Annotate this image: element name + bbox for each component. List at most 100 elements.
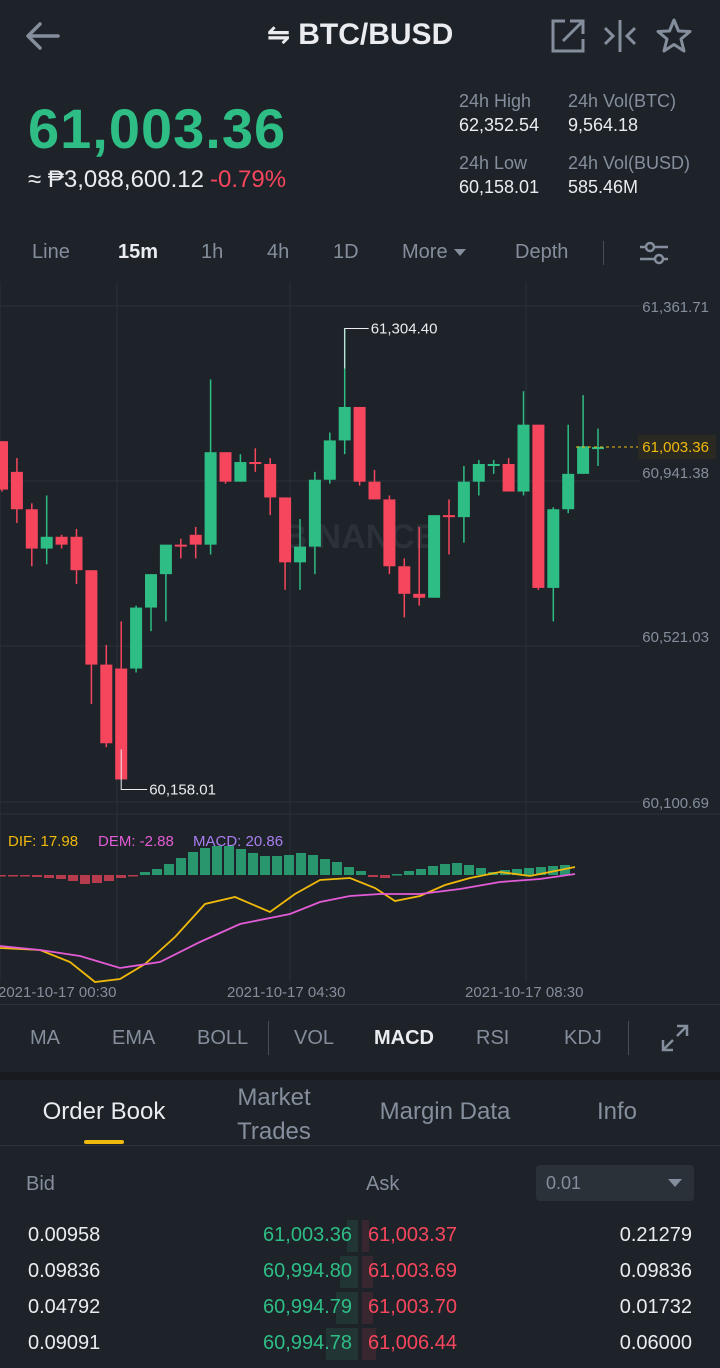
indicator-vol[interactable]: VOL bbox=[294, 1027, 335, 1049]
macd-bar bbox=[176, 858, 186, 875]
indicator-macd[interactable]: MACD bbox=[374, 1027, 434, 1049]
divider bbox=[0, 1145, 720, 1146]
macd-bar bbox=[0, 875, 6, 877]
interval-15m[interactable]: 15m bbox=[118, 241, 159, 263]
market-pair-title[interactable]: ⇋ BTC/BUSD bbox=[266, 18, 454, 51]
last-price: 61,003.36 bbox=[28, 97, 287, 160]
macd-bar bbox=[260, 856, 270, 875]
macd-bar bbox=[188, 852, 198, 875]
interval-more[interactable]: More bbox=[402, 241, 466, 264]
bid-depth-bar bbox=[347, 1220, 358, 1252]
macd-bar bbox=[248, 853, 258, 875]
macd-bar bbox=[224, 846, 234, 875]
bid-header: Bid bbox=[26, 1173, 55, 1195]
ask-price: 61,003.37 bbox=[368, 1224, 457, 1246]
macd-bar bbox=[284, 855, 294, 875]
fiat-price: ≈ ₱3,088,600.12 -0.79% bbox=[28, 166, 287, 193]
candle-body bbox=[115, 668, 128, 780]
order-book-row[interactable]: 0.04792 60,994.79 61,003.70 0.01732 bbox=[0, 1290, 720, 1326]
external-link-icon[interactable] bbox=[548, 16, 588, 56]
macd-bar bbox=[44, 875, 54, 878]
caret-down-icon bbox=[453, 249, 466, 257]
tab-order-book[interactable]: Order Book bbox=[42, 1098, 166, 1125]
order-book-row[interactable]: 0.09091 60,994.78 61,006.44 0.06000 bbox=[0, 1326, 720, 1362]
macd-bar bbox=[140, 872, 150, 875]
indicator-ema[interactable]: EMA bbox=[112, 1027, 156, 1049]
vol-busd-value: 585.46M bbox=[568, 177, 639, 197]
divider bbox=[0, 1004, 720, 1005]
macd-bar bbox=[32, 875, 42, 877]
bid-quantity: 0.04792 bbox=[28, 1296, 101, 1318]
settings-sliders-icon[interactable] bbox=[638, 238, 670, 268]
ask-depth-bar bbox=[362, 1256, 373, 1288]
indicator-kdj[interactable]: KDJ bbox=[564, 1027, 602, 1049]
macd-bar bbox=[380, 875, 390, 878]
candle-body bbox=[532, 424, 545, 588]
high-annotation: 61,304.40 bbox=[371, 321, 438, 338]
indicator-rsi[interactable]: RSI bbox=[476, 1027, 510, 1049]
tab-market-trades[interactable]: Market Trades bbox=[237, 1084, 311, 1145]
price-change: -0.79% bbox=[209, 166, 287, 193]
candle-body bbox=[189, 534, 202, 545]
candlestick-chart[interactable]: BINANCE 61,361.71 60,941.38 60,521.03 60,10… bbox=[0, 282, 720, 1002]
candle-body bbox=[368, 481, 381, 500]
compare-icon[interactable] bbox=[600, 16, 640, 56]
indicator-ma[interactable]: MA bbox=[30, 1027, 60, 1049]
bid-quantity: 0.09091 bbox=[28, 1332, 101, 1354]
macd-label: MACD: 20.86 bbox=[193, 833, 283, 850]
macd-bar bbox=[428, 866, 438, 875]
macd-bar bbox=[68, 875, 78, 881]
interval-1h[interactable]: 1h bbox=[201, 241, 224, 263]
ask-depth-bar bbox=[362, 1220, 370, 1252]
fullscreen-icon[interactable] bbox=[660, 1023, 690, 1053]
bid-quantity: 0.09836 bbox=[28, 1260, 101, 1282]
ask-quantity: 0.09836 bbox=[619, 1260, 692, 1282]
order-book-row[interactable]: 0.09836 60,994.80 61,003.69 0.09836 bbox=[0, 1254, 720, 1290]
bid-price: 61,003.36 bbox=[263, 1224, 352, 1246]
back-arrow-icon[interactable] bbox=[22, 14, 66, 58]
divider bbox=[628, 1021, 629, 1055]
macd-bar bbox=[56, 875, 66, 879]
indicator-boll[interactable]: BOLL bbox=[197, 1027, 249, 1049]
candle-body bbox=[234, 462, 247, 482]
tab-info[interactable]: Info bbox=[596, 1098, 638, 1125]
low-value: 60,158.01 bbox=[459, 177, 540, 197]
interval-4h[interactable]: 4h bbox=[267, 241, 290, 263]
candle-body bbox=[428, 515, 441, 598]
candle-body bbox=[85, 570, 98, 665]
candle-body bbox=[204, 452, 217, 545]
candle-body bbox=[55, 536, 68, 545]
dif-line bbox=[0, 866, 576, 983]
macd-bar bbox=[236, 849, 246, 875]
interval-depth[interactable]: Depth bbox=[515, 241, 569, 263]
precision-select[interactable]: 0.01 bbox=[536, 1165, 694, 1201]
low-leader-line bbox=[120, 749, 148, 790]
macd-bar bbox=[92, 875, 102, 883]
candle-body bbox=[40, 536, 53, 549]
candle-body bbox=[25, 509, 38, 549]
order-book-row[interactable]: 0.00958 61,003.36 61,003.37 0.21279 bbox=[0, 1218, 720, 1254]
low-annotation: 60,158.01 bbox=[149, 781, 216, 798]
macd-bar bbox=[20, 875, 30, 877]
bid-price: 60,994.78 bbox=[263, 1332, 352, 1354]
candle-body bbox=[443, 515, 455, 518]
current-price-tag bbox=[638, 434, 716, 459]
candle-body bbox=[502, 464, 515, 492]
macd-bar bbox=[452, 863, 462, 875]
macd-bar bbox=[536, 867, 546, 875]
section-gap bbox=[0, 1072, 720, 1080]
interval-1d[interactable]: 1D bbox=[333, 241, 359, 263]
star-icon[interactable] bbox=[654, 16, 694, 56]
macd-bar bbox=[164, 864, 174, 875]
candle-body bbox=[294, 546, 306, 563]
annotations: 61,003.36 61,304.40 60,158.01 bbox=[120, 321, 716, 798]
watermark: BINANCE bbox=[283, 518, 438, 556]
candle-body bbox=[547, 509, 560, 588]
price-tick: 60,521.03 bbox=[642, 629, 709, 646]
interval-line[interactable]: Line bbox=[32, 241, 70, 263]
tab-margin-data[interactable]: Margin Data bbox=[379, 1098, 511, 1125]
macd-bar bbox=[296, 853, 306, 875]
price-tick: 60,100.69 bbox=[642, 795, 709, 812]
candle-body bbox=[0, 441, 8, 490]
candle-body bbox=[353, 406, 366, 482]
